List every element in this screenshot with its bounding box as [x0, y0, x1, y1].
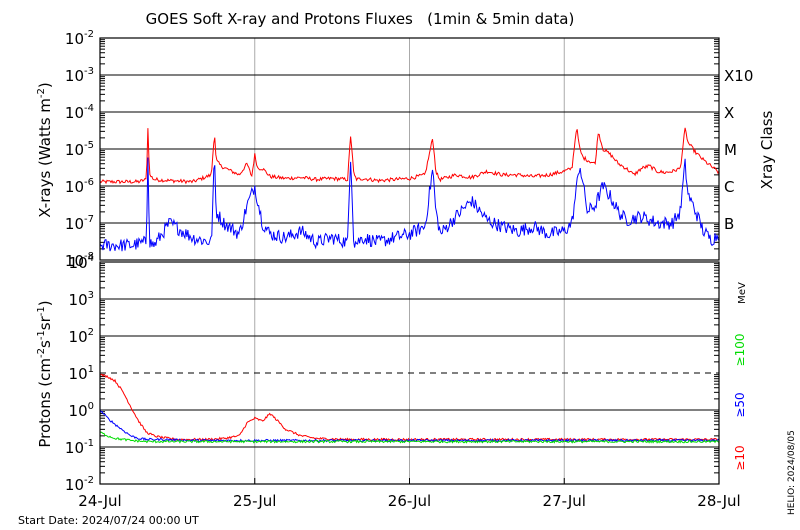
x-tick-label: 28-Jul — [697, 492, 740, 510]
y-tick-label: 10-1 — [65, 438, 94, 457]
series-line — [99, 157, 720, 252]
y-tick-label: 10-4 — [65, 103, 94, 122]
x-tick-label: 26-Jul — [388, 492, 431, 510]
xray-class-label: X10 — [724, 67, 753, 85]
proton-panel: 104 103 102 101 100 10-1 10-2 Protons (cm-2s-1… — [36, 253, 748, 494]
y-tick-label: 10-2 — [65, 29, 94, 48]
xray-y-ticks: 10-2 10-3 10-4 10-5 10-6 10-7 10-8 — [65, 29, 94, 270]
chart-title: GOES Soft X-ray and Protons Fluxes (1min… — [146, 10, 575, 28]
y-tick-label: 103 — [69, 290, 94, 309]
y-tick-label: 10-7 — [65, 214, 94, 233]
y-tick-label: 10-5 — [65, 140, 94, 159]
y-tick-label: 102 — [69, 327, 94, 346]
proton-y-axis-label: Protons (cm-2s-1sr-1) — [36, 300, 54, 447]
y-tick-label: 10-2 — [65, 475, 94, 494]
xray-panel: 10-2 10-3 10-4 10-5 10-6 10-7 10-8 X10 X M C B X-r… — [36, 29, 776, 270]
xray-class-label: B — [724, 215, 734, 233]
xray-class-labels: X10 X M C B — [724, 67, 753, 233]
y-tick-label: 10-6 — [65, 177, 94, 196]
y-tick-label: 10-3 — [65, 66, 94, 85]
proton-grid — [100, 262, 719, 484]
y-tick-label: 101 — [69, 364, 94, 383]
x-tick-label: 27-Jul — [543, 492, 586, 510]
xray-class-label: M — [724, 141, 737, 159]
start-date-label: Start Date: 2024/07/24 00:00 UT — [18, 514, 199, 527]
y-tick-label: 10-8 — [65, 251, 94, 270]
series-line — [99, 409, 720, 443]
xray-class-axis-label: Xray Class — [758, 110, 776, 189]
proton-y-ticks: 104 103 102 101 100 10-1 10-2 — [65, 253, 94, 494]
x-tick-label: 25-Jul — [233, 492, 276, 510]
series-line — [99, 127, 720, 185]
energy-label: ≥100 — [733, 334, 747, 367]
x-tick-labels: 24-Jul 25-Jul 26-Jul 27-Jul 28-Jul — [78, 478, 741, 510]
y-tick-label: 104 — [69, 253, 94, 272]
xray-frame — [99, 37, 720, 261]
xray-grid — [100, 38, 719, 260]
energy-label: ≥10 — [733, 445, 747, 470]
xray-y-axis-label: X-rays (Watts m-2) — [36, 82, 54, 217]
energy-labels: ≥100 ≥50 ≥10 — [733, 334, 747, 471]
xray-class-label: C — [724, 178, 734, 196]
proton-unit-label: MeV — [737, 282, 748, 304]
xray-class-label: X — [724, 104, 734, 122]
xray-series — [99, 127, 720, 252]
x-tick-label: 24-Jul — [78, 492, 121, 510]
proton-series — [99, 373, 720, 444]
y-tick-label: 100 — [69, 401, 94, 420]
credit-label: HELIO: 2024/08/05 — [787, 430, 797, 515]
energy-label: ≥50 — [733, 392, 747, 417]
series-line — [99, 431, 720, 444]
